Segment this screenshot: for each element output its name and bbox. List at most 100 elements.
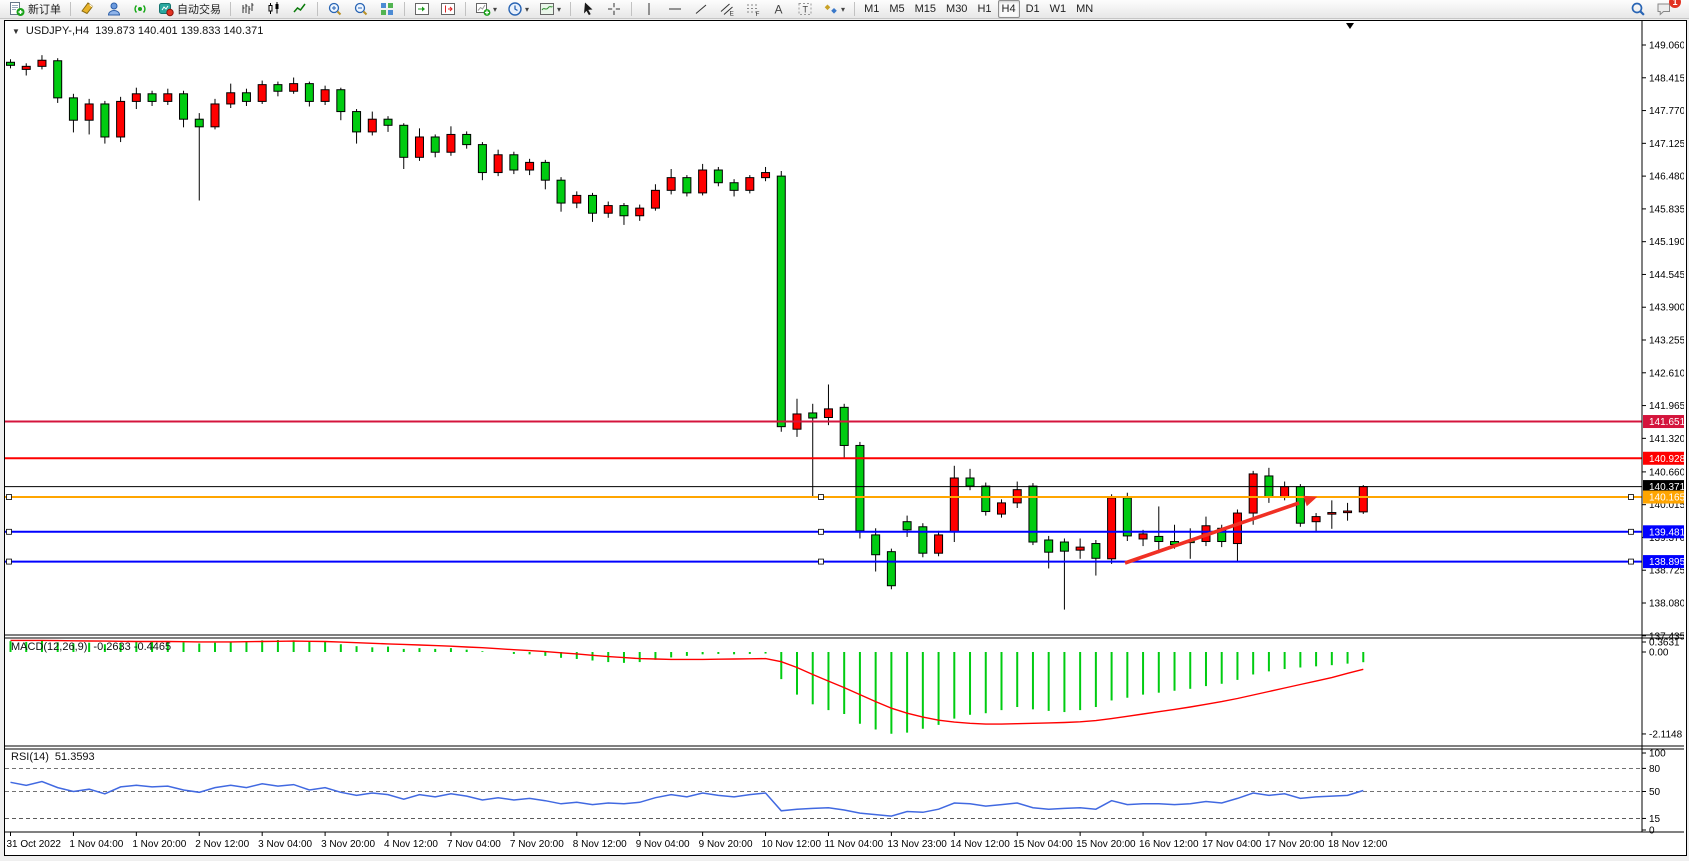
svg-text:A: A [775, 3, 783, 17]
new-order-button[interactable]: 新订单 [5, 0, 65, 18]
text-button[interactable]: A [767, 0, 791, 18]
line-handle[interactable] [1628, 558, 1634, 565]
line-handle[interactable] [6, 528, 12, 535]
hline-138.895[interactable] [5, 558, 1642, 565]
price-badge: 141.651 [1643, 415, 1684, 429]
line-handle[interactable] [1628, 528, 1634, 535]
line-chart-button[interactable] [288, 0, 312, 18]
svg-text:F: F [756, 11, 760, 17]
svg-text:140.928: 140.928 [1649, 454, 1684, 465]
price-tick-label: 147.770 [1649, 106, 1684, 117]
candle [462, 133, 472, 146]
vertical-line-button[interactable] [637, 0, 661, 18]
candle [729, 182, 739, 191]
time-tick-label: 11 Nov 04:00 [824, 839, 883, 850]
time-scale[interactable]: 31 Oct 2022 1 Nov 04:00 1 Nov 20:00 2 Nov 1… [5, 831, 1684, 850]
time-tick-label: 10 Nov 12:00 [762, 839, 822, 850]
cursor-icon [580, 1, 596, 17]
candle [304, 83, 314, 102]
candle [572, 194, 582, 204]
candle [1280, 486, 1290, 498]
tf-m30-button[interactable]: M30 [946, 3, 968, 15]
tf-h1-button[interactable]: H1 [977, 3, 992, 15]
line-handle[interactable] [1628, 494, 1634, 500]
bar-chart-button[interactable] [236, 0, 260, 18]
time-tick-label: 18 Nov 12:00 [1328, 839, 1388, 850]
line-handle[interactable] [818, 494, 824, 500]
hline-140.165[interactable] [5, 494, 1642, 500]
crosshair-button[interactable] [602, 0, 626, 18]
period-icon [507, 1, 523, 17]
line-handle[interactable] [818, 558, 824, 565]
candle [367, 118, 377, 133]
periods-button[interactable]: ▾ [503, 0, 533, 18]
rsi-value: 51.3593 [54, 751, 95, 763]
tf-m1-button[interactable]: M1 [864, 3, 880, 15]
price-scale[interactable]: 149.060 148.415 147.770 147.125 146.480 145.8… [1641, 21, 1684, 837]
auto-trading-button[interactable]: 自动交易 [154, 0, 225, 18]
arrows-tool-icon [823, 1, 839, 17]
signals-button[interactable] [128, 0, 152, 18]
svg-text:T: T [803, 5, 809, 15]
label-button[interactable]: T [793, 0, 817, 18]
tf-h4-button[interactable]: H4 [997, 0, 1020, 18]
signal-icon [132, 1, 148, 17]
candle [556, 179, 566, 204]
chart-canvas[interactable]: 149.060 148.415 147.770 147.125 146.480 145.8… [5, 21, 1684, 853]
time-tick-label: 13 Nov 23:00 [887, 839, 947, 850]
tf-d1-button[interactable]: D1 [1025, 3, 1040, 15]
tf-m5-button[interactable]: M5 [889, 3, 905, 15]
line-handle[interactable] [818, 528, 824, 535]
h-line-icon [667, 1, 683, 17]
candle [289, 83, 299, 92]
fibonacci-button[interactable]: F [741, 0, 765, 18]
trendline-button[interactable] [689, 0, 713, 18]
arrows-button[interactable]: ▾ [819, 0, 849, 18]
toolbar-separator [230, 2, 231, 16]
templates-button[interactable]: ▾ [535, 0, 565, 18]
metaeditor-button[interactable] [76, 0, 100, 18]
auto-scroll-button[interactable] [410, 0, 434, 18]
candle [902, 521, 912, 531]
chart-shift-button[interactable] [436, 0, 460, 18]
new-chart-button[interactable]: ▾ [471, 0, 501, 18]
price-tick-label: 143.900 [1649, 303, 1684, 314]
macd-values: -0.2633 -0.4465 [93, 641, 172, 653]
candle [163, 93, 173, 102]
candle [949, 477, 959, 533]
horizontal-line-button[interactable] [663, 0, 687, 18]
candle-chart-button[interactable] [262, 0, 286, 18]
zoom-out-button[interactable] [349, 0, 373, 18]
time-tick-label: 31 Oct 2022 [7, 839, 62, 850]
tile-windows-button[interactable] [375, 0, 399, 18]
candle [540, 161, 550, 181]
search-button[interactable] [1626, 0, 1650, 18]
crosshair-icon [606, 1, 622, 17]
right-shift-marker-icon[interactable] [1346, 23, 1354, 29]
candle [603, 205, 613, 214]
dropdown-caret-icon: ▾ [493, 4, 498, 14]
hline-139.481[interactable] [5, 528, 1642, 535]
cursor-button[interactable] [576, 0, 600, 18]
tf-w1-button[interactable]: W1 [1049, 3, 1067, 15]
zoom-in-button[interactable] [323, 0, 347, 18]
profile-button[interactable] [102, 0, 126, 18]
dropdown-caret-icon: ▾ [525, 4, 530, 14]
trend-arrow[interactable] [1124, 492, 1319, 565]
notifications-button[interactable]: 1 [1652, 0, 1681, 18]
candle [53, 60, 63, 99]
candle [965, 477, 975, 487]
symbol-dropdown-icon[interactable]: ▼ [12, 26, 20, 36]
candle [509, 154, 519, 171]
candle [1138, 533, 1148, 540]
candle [241, 92, 251, 102]
search-icon [1630, 1, 1646, 17]
candle [1059, 541, 1069, 552]
rsi-name: RSI(14) [11, 751, 49, 763]
line-handle[interactable] [6, 558, 12, 565]
candle [1044, 539, 1054, 553]
tf-m15-button[interactable]: M15 [914, 3, 937, 15]
line-handle[interactable] [6, 494, 12, 500]
tf-mn-button[interactable]: MN [1076, 3, 1094, 15]
channel-button[interactable]: E [715, 0, 739, 18]
